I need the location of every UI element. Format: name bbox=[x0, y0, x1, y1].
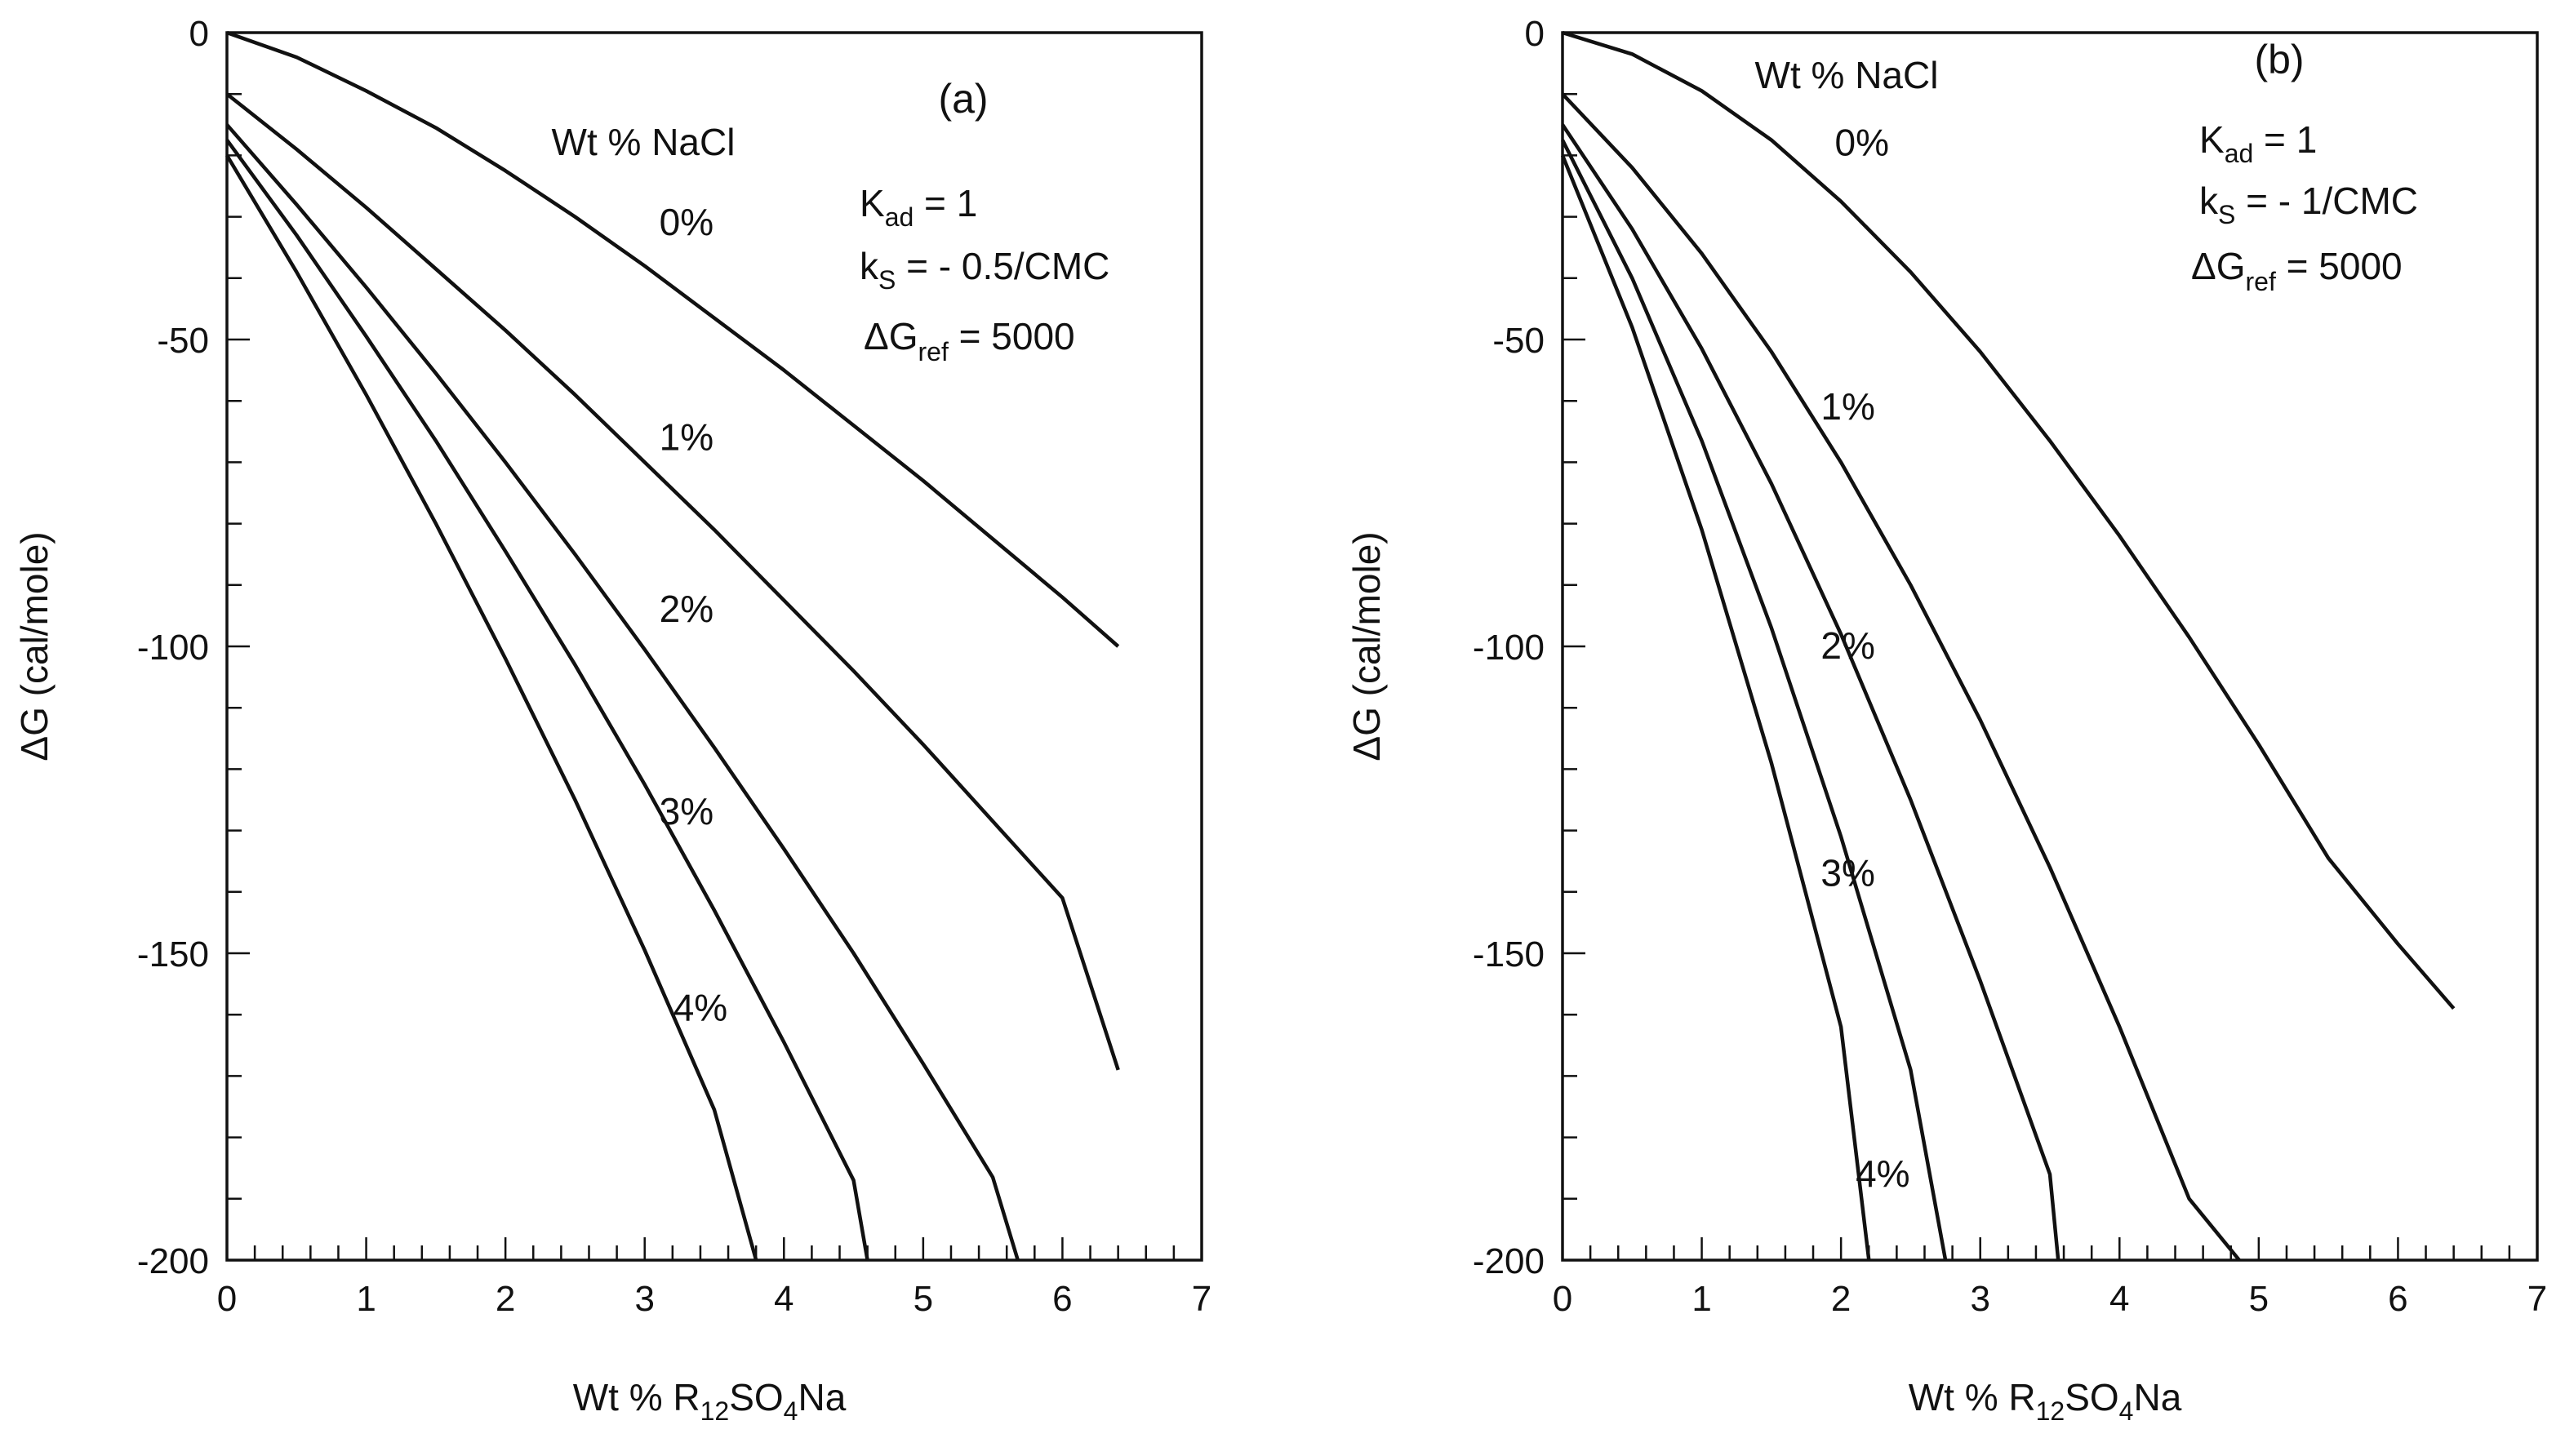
series-label: 1% bbox=[660, 415, 713, 458]
x-tick-label: 7 bbox=[1192, 1279, 1211, 1319]
series-line bbox=[225, 139, 869, 1261]
series-label: 2% bbox=[660, 588, 713, 630]
param-ks-value: = - 0.5/CMC bbox=[896, 245, 1109, 287]
series-line bbox=[1561, 123, 2060, 1261]
panel-label: (a) bbox=[938, 76, 988, 122]
x-axis-title-mid: SO bbox=[2065, 1376, 2118, 1418]
x-tick-label: 1 bbox=[356, 1279, 376, 1319]
x-tick-label: 2 bbox=[1831, 1279, 1851, 1319]
series-label: 2% bbox=[1820, 624, 1874, 667]
y-tick-label: -100 bbox=[137, 628, 209, 668]
panel-label: (b) bbox=[2254, 37, 2304, 82]
x-axis-title-sub: 12 bbox=[2036, 1396, 2065, 1426]
y-tick-label: -100 bbox=[1473, 628, 1545, 668]
param-gref-sub: ref bbox=[2246, 267, 2276, 296]
y-tick-label: -150 bbox=[137, 934, 209, 974]
param-kad-sub: ad bbox=[885, 202, 914, 232]
x-tick-label: 1 bbox=[1691, 1279, 1711, 1319]
param-ks-value: = - 1/CMC bbox=[2235, 180, 2418, 222]
x-axis-title-sub: 4 bbox=[2119, 1396, 2134, 1426]
param-ks-base: k bbox=[2199, 180, 2219, 222]
param-kad-base: K bbox=[860, 182, 885, 224]
series-label: 0% bbox=[660, 201, 713, 243]
y-tick-label: 0 bbox=[1525, 14, 1545, 54]
x-tick-label: 4 bbox=[774, 1279, 794, 1319]
y-tick-label: -200 bbox=[1473, 1241, 1545, 1281]
x-tick-label: 5 bbox=[2249, 1279, 2269, 1319]
series-line bbox=[1561, 92, 2241, 1262]
series-label: 1% bbox=[1820, 385, 1874, 428]
param-gref: ΔGref = 5000 bbox=[864, 315, 1075, 366]
x-tick-label: 6 bbox=[2388, 1279, 2407, 1319]
param-ks-sub: S bbox=[2218, 200, 2235, 229]
x-tick-label: 3 bbox=[1970, 1279, 1989, 1319]
series-label: 3% bbox=[1820, 851, 1874, 894]
x-tick-label: 6 bbox=[1052, 1279, 1072, 1319]
param-ks-sub: S bbox=[878, 265, 896, 295]
param-kad-value: = 1 bbox=[2253, 118, 2317, 161]
series-label: 3% bbox=[660, 790, 713, 832]
param-gref: ΔGref = 5000 bbox=[2191, 245, 2403, 296]
x-tick-label: 0 bbox=[217, 1279, 237, 1319]
x-axis-title-main: Wt % R bbox=[573, 1376, 700, 1418]
param-kad-value: = 1 bbox=[914, 182, 977, 224]
x-axis-title-tail: Na bbox=[798, 1376, 846, 1418]
y-tick-label: -50 bbox=[157, 321, 209, 361]
param-gref-base: ΔG bbox=[2191, 245, 2246, 287]
plot-frame bbox=[225, 31, 1203, 1262]
x-axis-title-sub: 4 bbox=[784, 1396, 798, 1426]
y-tick-label: -150 bbox=[1473, 934, 1545, 974]
x-axis-title-tail: Na bbox=[2133, 1376, 2181, 1418]
param-ks: kS = - 0.5/CMC bbox=[860, 245, 1109, 295]
param-gref-sub: ref bbox=[918, 337, 949, 366]
x-tick-label: 5 bbox=[914, 1279, 933, 1319]
x-axis-title-mid: SO bbox=[729, 1376, 783, 1418]
param-kad: Kad = 1 bbox=[2199, 118, 2317, 168]
x-tick-label: 3 bbox=[634, 1279, 654, 1319]
y-axis-title: ΔG (cal/mole) bbox=[1345, 531, 1388, 761]
series-line bbox=[1562, 30, 2456, 1010]
x-tick-label: 0 bbox=[1553, 1279, 1572, 1319]
x-axis-title-sub: 12 bbox=[700, 1396, 730, 1426]
x-axis-title: Wt % R12SO4Na bbox=[1909, 1376, 2182, 1426]
series-label: 0% bbox=[1834, 121, 1888, 163]
param-ks: kS = - 1/CMC bbox=[2199, 180, 2418, 229]
series-line bbox=[1560, 139, 1948, 1261]
param-gref-base: ΔG bbox=[864, 315, 918, 357]
param-gref-value: = 5000 bbox=[2276, 245, 2403, 287]
y-axis-title: ΔG (cal/mole) bbox=[13, 531, 56, 761]
series-line bbox=[225, 123, 1020, 1261]
x-tick-label: 4 bbox=[2109, 1279, 2129, 1319]
param-kad-sub: ad bbox=[2225, 139, 2254, 168]
y-tick-label: 0 bbox=[189, 14, 209, 54]
series-line bbox=[1560, 154, 1871, 1261]
series-line bbox=[225, 92, 1120, 1071]
param-kad-base: K bbox=[2199, 118, 2225, 161]
param-kad: Kad = 1 bbox=[860, 182, 977, 232]
legend-title: Wt % NaCl bbox=[1755, 54, 1939, 96]
x-axis-title: Wt % R12SO4Na bbox=[573, 1376, 847, 1426]
x-tick-label: 7 bbox=[2527, 1279, 2547, 1319]
x-tick-label: 2 bbox=[496, 1279, 515, 1319]
series-line bbox=[225, 154, 758, 1261]
series-line bbox=[226, 30, 1120, 648]
legend-title: Wt % NaCl bbox=[552, 121, 736, 163]
y-tick-label: -200 bbox=[137, 1241, 209, 1281]
x-axis-title-main: Wt % R bbox=[1909, 1376, 2036, 1418]
y-tick-label: -50 bbox=[1492, 321, 1545, 361]
param-gref-value: = 5000 bbox=[949, 315, 1075, 357]
series-label: 4% bbox=[673, 987, 727, 1029]
series-label: 4% bbox=[1856, 1152, 1909, 1195]
param-ks-base: k bbox=[860, 245, 879, 287]
